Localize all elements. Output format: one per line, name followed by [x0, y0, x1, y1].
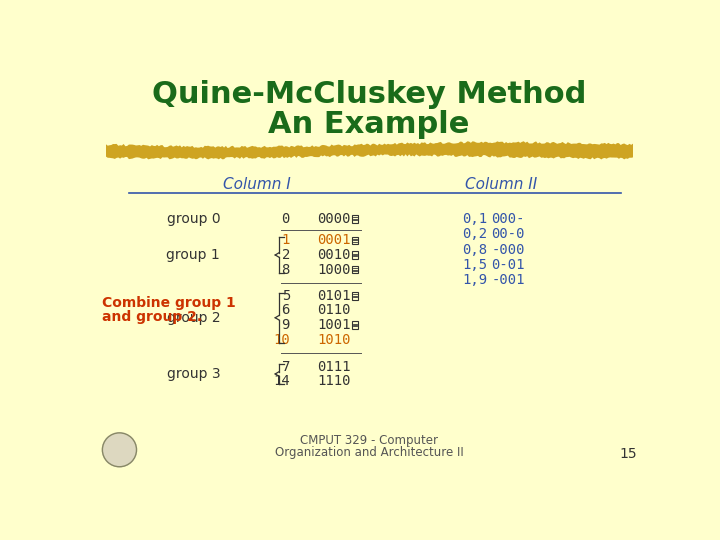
Text: 2: 2 [282, 248, 290, 262]
Text: group 0: group 0 [166, 212, 220, 226]
Text: 1010: 1010 [317, 333, 351, 347]
Text: 000-: 000- [492, 212, 525, 226]
Text: 1000: 1000 [317, 262, 351, 276]
Text: Organization and Architecture II: Organization and Architecture II [274, 446, 464, 458]
Text: 10: 10 [273, 333, 290, 347]
Text: 7: 7 [282, 360, 290, 374]
Text: group 1: group 1 [166, 248, 220, 262]
Text: group 3: group 3 [166, 367, 220, 381]
Text: Quine-McCluskey Method: Quine-McCluskey Method [152, 79, 586, 109]
Text: Combine group 1: Combine group 1 [102, 296, 235, 310]
Text: 0: 0 [282, 212, 290, 226]
Bar [352, 251, 358, 259]
Text: 1,5: 1,5 [462, 258, 487, 272]
Bar [352, 266, 358, 273]
Text: Column I: Column I [222, 177, 290, 192]
Text: 1001: 1001 [317, 318, 351, 332]
Bar [352, 292, 358, 300]
Text: 0010: 0010 [317, 248, 351, 262]
Bar [352, 215, 358, 222]
Text: 14: 14 [273, 374, 290, 388]
Text: 0,1: 0,1 [462, 212, 487, 226]
Text: 1,9: 1,9 [462, 273, 487, 287]
Bar [352, 237, 358, 244]
Text: and group 2.: and group 2. [102, 310, 202, 325]
Text: 0,2: 0,2 [462, 227, 487, 241]
Text: 8: 8 [282, 262, 290, 276]
Text: Column II: Column II [464, 177, 537, 192]
Text: group 2: group 2 [166, 310, 220, 325]
Text: 1: 1 [282, 233, 290, 247]
Text: -000: -000 [492, 242, 525, 256]
Text: -001: -001 [492, 273, 525, 287]
Text: An Example: An Example [269, 110, 469, 139]
Text: 6: 6 [282, 303, 290, 318]
Text: 0111: 0111 [317, 360, 351, 374]
Text: 0000: 0000 [317, 212, 351, 226]
Text: 0101: 0101 [317, 289, 351, 303]
Text: CMPUT 329 - Computer: CMPUT 329 - Computer [300, 434, 438, 447]
Text: 15: 15 [620, 447, 637, 461]
Circle shape [102, 433, 137, 467]
Text: 1110: 1110 [317, 374, 351, 388]
Text: 0,8: 0,8 [462, 242, 487, 256]
Text: 0110: 0110 [317, 303, 351, 318]
Bar [352, 321, 358, 329]
Text: 0001: 0001 [317, 233, 351, 247]
Text: 5: 5 [282, 289, 290, 303]
Text: 0-01: 0-01 [492, 258, 525, 272]
Text: 00-0: 00-0 [492, 227, 525, 241]
Text: 9: 9 [282, 318, 290, 332]
